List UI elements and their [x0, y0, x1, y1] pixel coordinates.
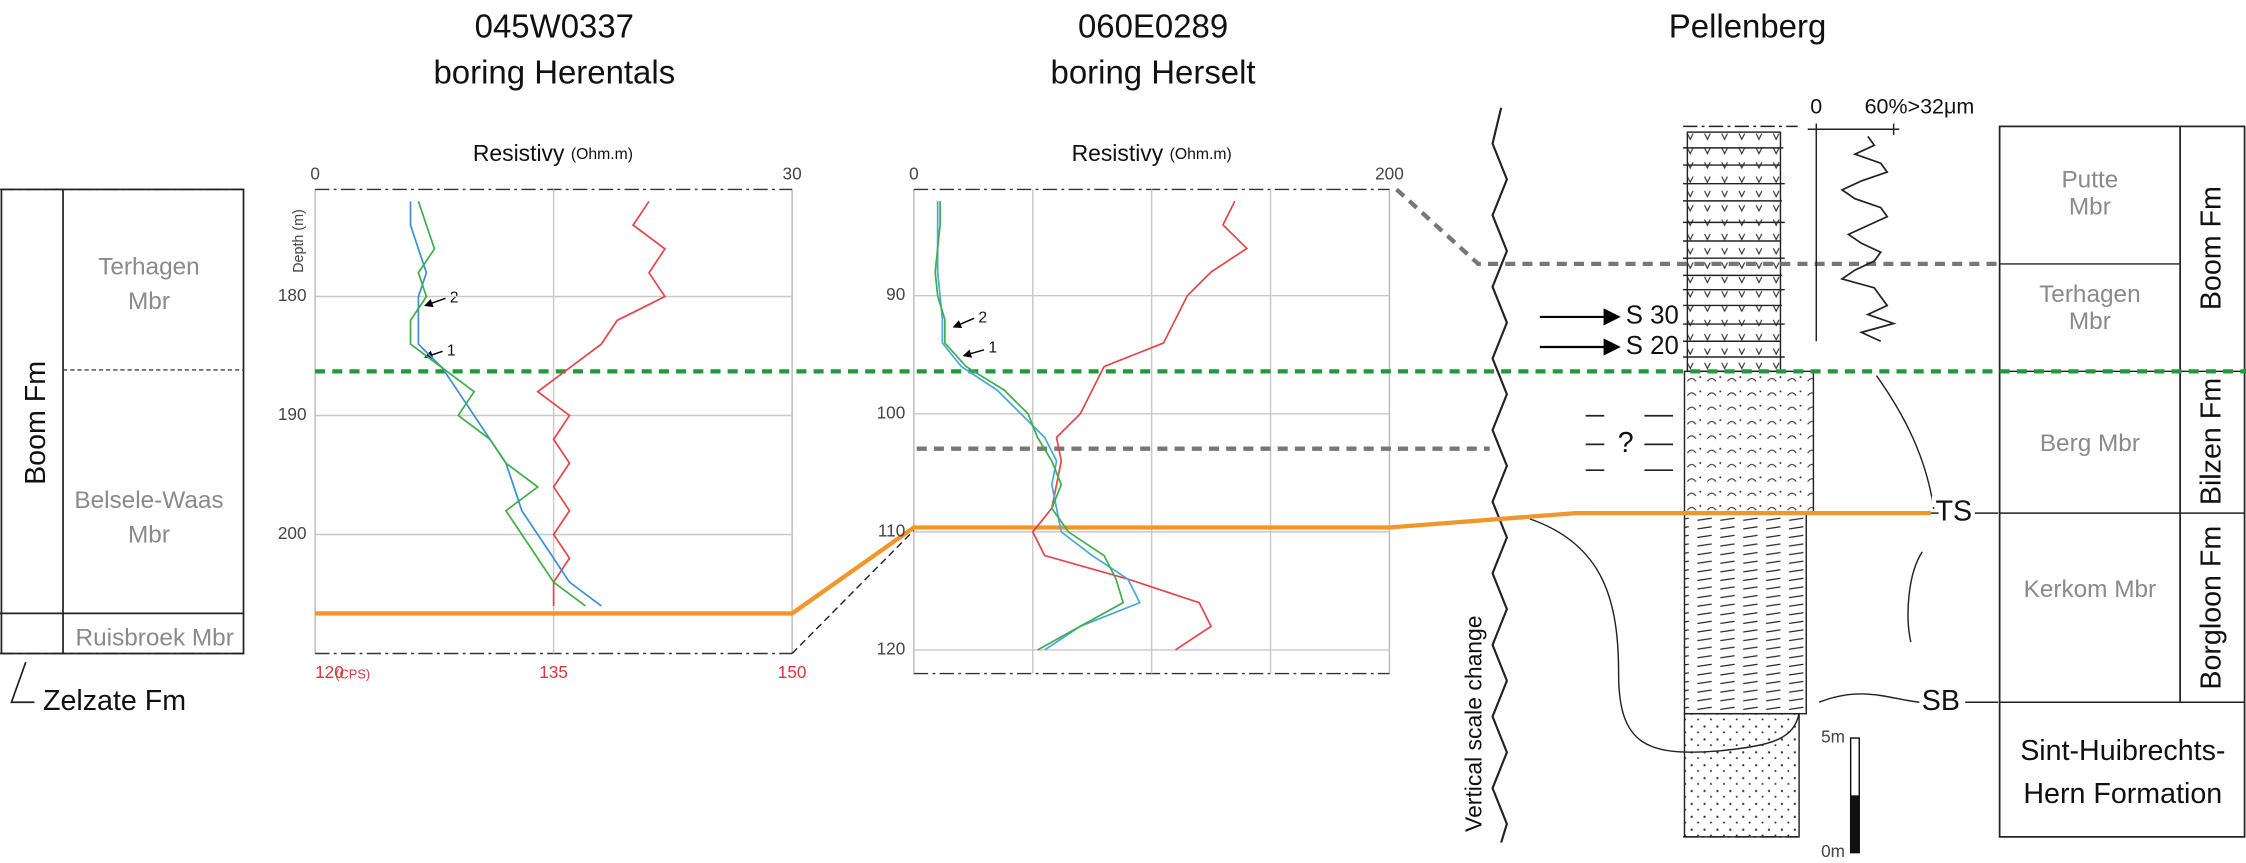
- log-curve: [936, 201, 1141, 651]
- x-axis-label: Resistivy (Ohm.m): [473, 140, 633, 166]
- annotation: 1: [447, 342, 456, 359]
- y-tick-label: 180: [278, 285, 307, 305]
- x2-axis-unit: (CPS): [335, 666, 370, 681]
- bracket: [10, 661, 35, 704]
- member-label: Mbr: [2069, 308, 2111, 335]
- connector: [791, 529, 915, 655]
- y-tick-label: 110: [878, 520, 905, 540]
- correlation-line: [315, 510, 1931, 616]
- member-label: Mbr: [128, 288, 170, 315]
- pellenberg-section: Vertical scale change S 30 S 20 ? TS: [1460, 107, 1999, 861]
- annotation: 2: [450, 289, 459, 306]
- annotation-arrow: [424, 297, 446, 308]
- log-curve: [536, 200, 667, 606]
- formation-label: Bilzen Fm: [2196, 378, 2228, 505]
- panel-title: 060E0289: [1078, 8, 1228, 45]
- member-label: Terhagen: [2039, 281, 2141, 308]
- annotation-arrow: [952, 317, 975, 329]
- member-label: Berg Mbr: [2040, 430, 2140, 457]
- base-label: Sint-Huibrechts-: [2020, 735, 2225, 767]
- outline: [1875, 375, 1935, 509]
- log-curve: [409, 201, 602, 607]
- y-tick-label: 200: [278, 523, 307, 543]
- x-axis-label: Resistivy (Ohm.m): [1072, 140, 1232, 166]
- query-mark: ?: [1618, 427, 1634, 459]
- x-tick-label: 0: [909, 164, 919, 184]
- scale-label: 5m: [1821, 727, 1845, 747]
- annotation: 2: [978, 309, 987, 326]
- axis-label: Resistivy: [1072, 140, 1164, 166]
- y-tick-label: 100: [877, 402, 906, 422]
- scale-bar-fill: [1850, 795, 1860, 853]
- grain-tick-label: 60%>32μm: [1865, 94, 1975, 118]
- lithology: [1686, 131, 1782, 373]
- sb-line: [1818, 693, 1920, 703]
- formation-label: Boom Fm: [20, 361, 52, 485]
- formation-label: Borgloon Fm: [2196, 526, 2228, 690]
- correlation-lines: [315, 187, 2246, 655]
- lithology: [1683, 712, 1800, 838]
- y-tick-label: 90: [886, 284, 905, 304]
- log-curve: [1031, 200, 1249, 651]
- axis-unit: (Ohm.m): [571, 146, 633, 163]
- member-label: Terhagen: [98, 254, 200, 281]
- query-dashes: [1585, 414, 1674, 472]
- axis-unit: (Ohm.m): [1170, 146, 1232, 163]
- member-label: Ruisbroek Mbr: [76, 625, 234, 652]
- x-tick-label: 200: [1375, 164, 1404, 184]
- annotation: 1: [988, 340, 997, 357]
- log-curve: [934, 201, 1125, 651]
- log-curve: [409, 201, 586, 607]
- panel-title: boring Herselt: [1051, 54, 1256, 91]
- lithology: [1683, 512, 1807, 715]
- column-frame: [1998, 125, 2246, 838]
- surface-label: SB: [1922, 685, 1960, 717]
- lithology: [1683, 370, 1815, 514]
- member-label: Mbr: [2069, 193, 2111, 220]
- panel-title: boring Herentals: [433, 54, 675, 91]
- outline: [1907, 551, 1923, 643]
- sample-label: S 20: [1626, 332, 1679, 360]
- grain-curve: [1840, 135, 1897, 343]
- y-tick-label: 120: [877, 638, 906, 658]
- member-label: Putte: [2061, 166, 2118, 193]
- member-label: Mbr: [128, 522, 170, 549]
- grain-tick-label: 0: [1810, 94, 1822, 118]
- member-label: Belsele-Waas: [74, 487, 223, 514]
- correlation-line: [1395, 187, 1999, 267]
- base-label: Hern Formation: [2023, 778, 2222, 810]
- panel-title: 045W0337: [475, 8, 634, 45]
- member-label: Kerkom Mbr: [2024, 576, 2157, 603]
- sample-label: S 30: [1626, 302, 1679, 330]
- left-column: Boom Fm Terhagen Mbr Belsele-Waas Mbr Ru…: [0, 188, 245, 717]
- x-tick-label: 30: [783, 164, 802, 184]
- bed-lines: [1683, 147, 1785, 358]
- surface-label: TS: [1936, 496, 1973, 528]
- annotation-arrow: [962, 349, 985, 358]
- panel-title: Pellenberg: [1669, 8, 1826, 45]
- right-column: Putte Mbr Terhagen Mbr Berg Mbr Kerkom M…: [1998, 125, 2246, 838]
- y-axis-label: Depth (m): [291, 209, 307, 273]
- scale-break: [1491, 107, 1509, 843]
- x-tick-label: 0: [310, 164, 320, 184]
- scale-note: Vertical scale change: [1460, 615, 1486, 831]
- axis-label: Resistivy: [473, 140, 565, 166]
- underlying-formation: Zelzate Fm: [43, 685, 186, 717]
- x2-tick-label: 150: [778, 662, 807, 682]
- channel-outline: [1529, 518, 1800, 753]
- formation-label: Boom Fm: [2196, 186, 2228, 310]
- annotation-arrow: [424, 350, 443, 359]
- x2-tick-label: 135: [539, 662, 568, 682]
- x2-tick-label: 120: [315, 662, 344, 682]
- y-tick-label: 190: [278, 404, 307, 424]
- scale-label: 0m: [1821, 841, 1845, 861]
